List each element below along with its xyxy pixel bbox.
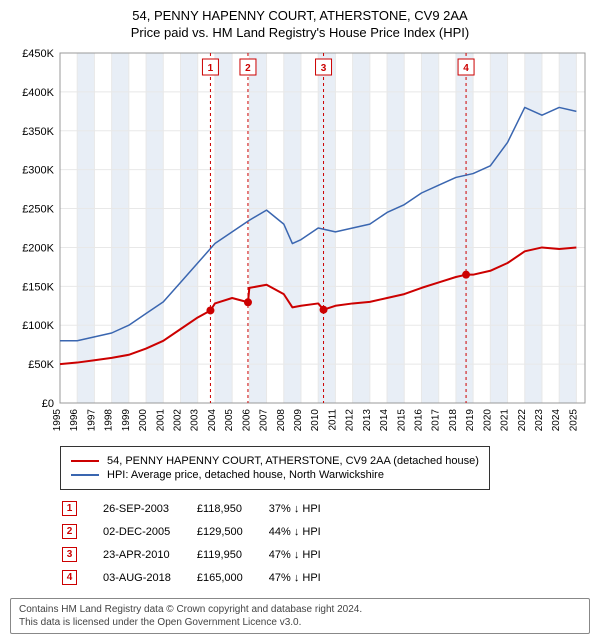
svg-text:£0: £0 [42,398,54,410]
chart-container: 54, PENNY HAPENNY COURT, ATHERSTONE, CV9… [0,0,600,642]
svg-text:1996: 1996 [69,409,80,432]
svg-text:£100K: £100K [22,320,54,332]
svg-text:2020: 2020 [482,409,493,432]
svg-text:2018: 2018 [448,409,459,432]
svg-text:2000: 2000 [138,409,149,432]
event-date: 26-SEP-2003 [103,498,195,519]
event-marker-icon: 4 [62,570,77,585]
event-price: £165,000 [197,567,267,588]
svg-text:1997: 1997 [86,409,97,432]
legend-swatch [71,474,99,476]
svg-text:2021: 2021 [500,409,511,432]
event-delta: 47% ↓ HPI [269,567,345,588]
svg-text:£400K: £400K [22,87,54,99]
event-date: 23-APR-2010 [103,544,195,565]
svg-text:2003: 2003 [190,409,201,432]
svg-text:£450K: £450K [22,48,54,60]
svg-text:£150K: £150K [22,281,54,293]
svg-text:2004: 2004 [207,409,218,432]
legend-label: HPI: Average price, detached house, Nort… [107,469,384,481]
svg-text:1999: 1999 [121,409,132,432]
footer-line: This data is licensed under the Open Gov… [19,616,581,629]
svg-text:2002: 2002 [172,409,183,432]
svg-text:1998: 1998 [104,409,115,432]
event-date: 03-AUG-2018 [103,567,195,588]
svg-text:2012: 2012 [345,409,356,432]
event-delta: 44% ↓ HPI [269,521,345,542]
event-delta: 37% ↓ HPI [269,498,345,519]
svg-text:2005: 2005 [224,409,235,432]
svg-text:2023: 2023 [534,409,545,432]
svg-text:£350K: £350K [22,126,54,138]
legend-item: 54, PENNY HAPENNY COURT, ATHERSTONE, CV9… [71,455,479,467]
legend-swatch [71,460,99,462]
svg-text:2010: 2010 [310,409,321,432]
event-row: 1 26-SEP-2003£118,95037% ↓ HPI [62,498,345,519]
event-marker-icon: 1 [62,501,77,516]
svg-text:2025: 2025 [568,409,579,432]
svg-text:£300K: £300K [22,165,54,177]
svg-text:2019: 2019 [465,409,476,432]
svg-text:2017: 2017 [431,409,442,432]
events-table: 1 26-SEP-2003£118,95037% ↓ HPI 2 02-DEC-200… [60,496,347,590]
svg-text:2024: 2024 [551,409,562,432]
svg-text:2015: 2015 [396,409,407,432]
page-title: 54, PENNY HAPENNY COURT, ATHERSTONE, CV9… [10,8,590,23]
svg-text:1995: 1995 [52,409,63,432]
event-marker-icon: 3 [62,547,77,562]
svg-text:2006: 2006 [241,409,252,432]
svg-text:2022: 2022 [517,409,528,432]
legend-label: 54, PENNY HAPENNY COURT, ATHERSTONE, CV9… [107,455,479,467]
svg-text:2013: 2013 [362,409,373,432]
svg-text:£250K: £250K [22,204,54,216]
event-delta: 47% ↓ HPI [269,544,345,565]
svg-text:2011: 2011 [327,409,338,431]
footer-attribution: Contains HM Land Registry data © Crown c… [10,598,590,634]
event-row: 2 02-DEC-2005£129,50044% ↓ HPI [62,521,345,542]
event-marker-icon: 2 [62,524,77,539]
svg-text:3: 3 [321,63,327,74]
legend-item: HPI: Average price, detached house, Nort… [71,469,479,481]
event-row: 3 23-APR-2010£119,95047% ↓ HPI [62,544,345,565]
legend: 54, PENNY HAPENNY COURT, ATHERSTONE, CV9… [60,446,490,490]
page-subtitle: Price paid vs. HM Land Registry's House … [10,25,590,40]
event-row: 4 03-AUG-2018£165,00047% ↓ HPI [62,567,345,588]
event-price: £129,500 [197,521,267,542]
chart: £0 £50K £100K £150K £200K £250K £300K £350K £400… [10,48,590,438]
svg-text:2001: 2001 [155,409,166,432]
svg-text:4: 4 [463,63,469,74]
svg-text:1: 1 [208,63,214,74]
event-date: 02-DEC-2005 [103,521,195,542]
event-price: £119,950 [197,544,267,565]
svg-text:£50K: £50K [28,359,54,371]
event-price: £118,950 [197,498,267,519]
svg-text:2008: 2008 [276,409,287,432]
svg-text:2: 2 [245,63,251,74]
svg-text:2009: 2009 [293,409,304,432]
svg-text:£200K: £200K [22,242,54,254]
footer-line: Contains HM Land Registry data © Crown c… [19,603,581,616]
svg-text:2014: 2014 [379,409,390,432]
svg-text:2016: 2016 [413,409,424,432]
svg-text:2007: 2007 [259,409,270,432]
